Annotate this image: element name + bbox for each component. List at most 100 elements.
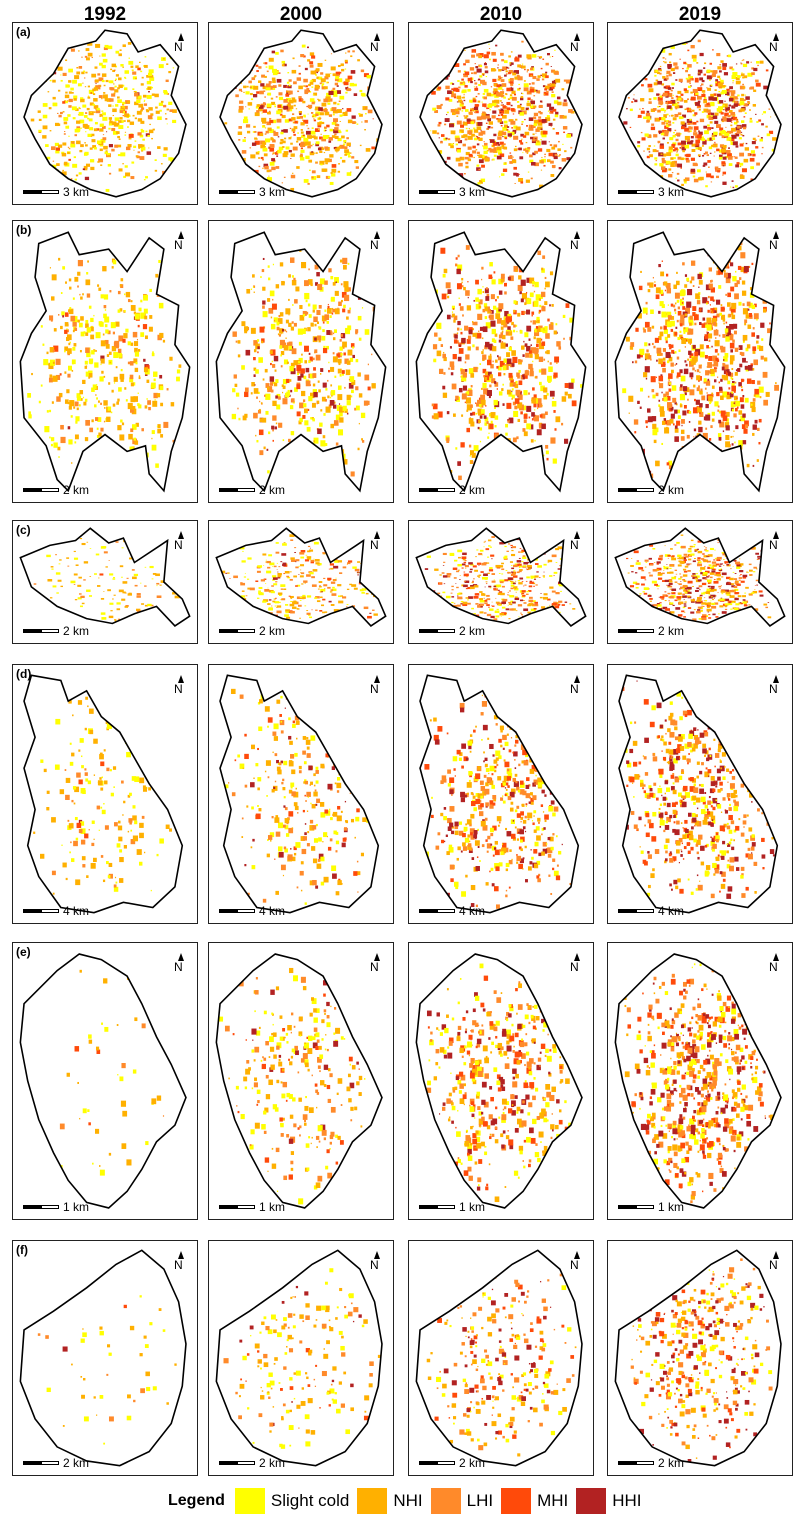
heat-patch	[556, 362, 558, 364]
heat-patch	[28, 414, 32, 419]
heat-patch	[96, 140, 102, 145]
heat-patch	[665, 101, 669, 104]
heat-patch	[31, 267, 35, 271]
north-letter: N	[769, 40, 778, 54]
heat-patch	[530, 86, 533, 89]
heat-patch	[529, 154, 533, 158]
heat-patch	[544, 85, 550, 90]
heat-patch	[48, 377, 53, 383]
heat-patch	[47, 91, 50, 93]
heat-patch	[710, 309, 713, 312]
heat-patch	[491, 279, 496, 285]
heat-patch	[553, 410, 556, 413]
heat-patch	[768, 130, 774, 135]
heat-patch	[778, 91, 781, 96]
heat-patch	[117, 144, 122, 148]
heat-patch	[694, 351, 699, 357]
heat-patch	[138, 47, 141, 50]
heat-patch	[115, 248, 120, 254]
heat-patch	[172, 439, 175, 443]
heat-patch	[670, 406, 674, 411]
heat-patch	[687, 358, 689, 361]
heat-patch	[697, 69, 703, 74]
heat-patch	[489, 423, 494, 430]
heat-patch	[149, 78, 151, 80]
heat-patch	[516, 74, 520, 77]
heat-patch	[259, 450, 264, 456]
heat-patch	[740, 415, 745, 422]
heat-patch	[458, 303, 461, 306]
heat-patch	[706, 154, 709, 157]
heat-patch	[501, 450, 504, 454]
heat-patch	[500, 278, 504, 283]
heat-patch	[468, 329, 473, 335]
heat-patch	[708, 96, 714, 101]
heat-patch	[52, 349, 55, 353]
heat-patch	[719, 386, 723, 391]
heat-patch	[357, 59, 360, 62]
heat-patch	[537, 403, 541, 408]
heat-patch	[500, 104, 503, 106]
heat-patch	[470, 108, 475, 112]
heat-patch	[325, 175, 330, 179]
heat-patch	[506, 321, 509, 324]
heat-patch	[739, 101, 745, 105]
heat-patch	[84, 360, 88, 365]
heat-patch	[312, 304, 317, 310]
heat-patch	[465, 127, 468, 130]
heat-patch	[302, 100, 306, 104]
heat-patch	[732, 339, 735, 343]
heat-patch	[722, 145, 727, 149]
heat-patch	[750, 401, 756, 408]
heat-patch	[87, 52, 93, 57]
heat-patch	[319, 278, 325, 285]
heat-patch	[653, 345, 656, 349]
heat-patch	[732, 360, 734, 363]
heat-patch	[506, 66, 509, 69]
heat-patch	[318, 128, 320, 130]
heat-patch	[303, 114, 306, 117]
heat-patch	[138, 47, 141, 50]
heat-patch	[685, 363, 688, 367]
heat-patch	[48, 107, 52, 110]
heat-patch	[723, 308, 726, 310]
heat-patch	[553, 100, 559, 104]
map-canvas	[608, 221, 792, 502]
heat-patch	[540, 67, 543, 70]
heat-patch	[271, 303, 277, 310]
heat-patch	[533, 300, 539, 307]
heat-patch	[631, 46, 636, 51]
heat-patch	[284, 137, 287, 140]
heat-patch	[346, 172, 352, 176]
heat-patch	[467, 135, 473, 140]
heat-patch	[310, 144, 313, 147]
heat-patch	[283, 129, 288, 133]
heat-patch	[140, 312, 146, 319]
heat-patch	[520, 298, 524, 303]
heat-patch	[104, 339, 109, 345]
heat-patch	[530, 161, 536, 166]
heat-patch	[331, 394, 333, 397]
heat-patch	[80, 99, 84, 102]
heat-patch	[450, 130, 456, 135]
heat-patch	[556, 341, 561, 347]
heat-patch	[286, 90, 288, 92]
heat-patch	[49, 79, 52, 82]
heat-patch	[518, 83, 520, 86]
heat-patch	[329, 154, 334, 158]
heat-patch	[765, 125, 768, 128]
heat-patch	[683, 327, 687, 332]
heat-patch	[100, 164, 103, 167]
heat-patch	[666, 106, 668, 108]
heat-patch	[350, 389, 354, 394]
heat-patch	[728, 163, 733, 166]
heat-patch	[660, 361, 666, 367]
heat-patch	[38, 312, 42, 317]
heat-patch	[461, 285, 464, 288]
heat-patch	[661, 116, 666, 121]
heat-patch	[666, 420, 671, 426]
heat-patch	[312, 357, 315, 361]
heat-patch	[736, 119, 739, 121]
heat-patch	[83, 70, 86, 73]
heat-patch	[322, 329, 325, 333]
